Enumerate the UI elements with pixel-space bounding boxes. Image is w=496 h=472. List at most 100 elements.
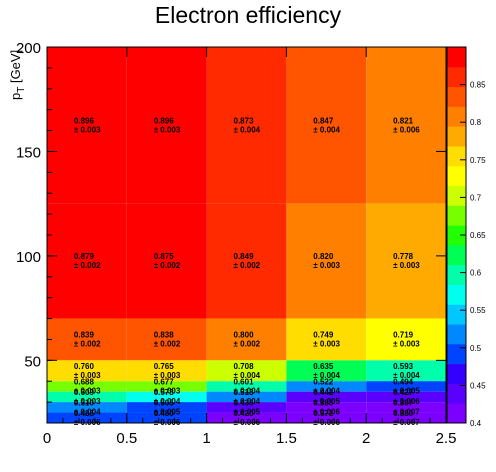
cell-value-label: 0.385 [313,398,334,407]
heatmap-cell [206,203,287,319]
cell-error-label: ± 0.004 [393,371,420,380]
colorbar-swatch [447,86,466,107]
cell-value-label: 0.436 [234,398,255,407]
cell-value-label: 0.800 [234,330,255,339]
colorbar-swatch [447,106,466,127]
colorbar-swatch [447,343,466,365]
cell-error-label: ± 0.006 [313,407,340,416]
cell-value-label: 0.510 [74,398,95,407]
heatmap-cell [126,203,207,319]
cell-value-label: 0.708 [234,362,255,371]
heatmap-cell [286,391,367,403]
cell-value-label: 0.760 [74,362,95,371]
heatmap-cell [366,381,446,392]
y-tick-label: 200 [16,40,41,57]
x-tick-label: 0 [43,430,51,447]
cell-value-label: 0.442 [313,388,334,397]
colorbar-tick-label: 0.8 [470,118,482,127]
colorbar-swatch [447,47,466,68]
heatmap-cell [47,203,127,319]
cell-error-label: ± 0.002 [154,261,181,270]
colorbar-tick-label: 0.75 [470,156,486,165]
x-tick-label: 1.5 [276,430,297,447]
heatmap-cell [286,412,367,423]
cell-error-label: ± 0.004 [313,125,340,134]
heatmap-cell [126,402,207,413]
cell-value-label: 0.480 [154,409,175,418]
cell-error-label: ± 0.003 [74,386,101,395]
cell-value-label: 0.847 [313,116,334,125]
cell-error-label: ± 0.007 [393,418,420,427]
chart-title: Electron efficiency [154,2,342,28]
cell-error-label: ± 0.003 [313,261,340,270]
heatmap-cell [366,47,446,204]
x-tick-label: 0.5 [116,430,137,447]
heatmap-cell [286,360,367,382]
colorbar-tick-label: 0.55 [470,306,486,315]
colorbar-swatch [447,66,466,88]
colorbar-swatch [447,264,466,285]
cell-value-label: 0.838 [154,330,175,339]
colorbar-swatch [447,225,466,246]
colorbar-tick-label: 0.45 [470,381,486,390]
heatmap-cell [126,360,207,382]
colorbar-swatch [447,205,466,226]
colorbar-swatch [447,145,466,167]
heatmap-cell [47,360,127,382]
cell-value-label: 0.875 [154,252,175,261]
x-tick-label: 2.5 [436,430,457,447]
cell-error-label: ± 0.006 [313,418,340,427]
cell-error-label: ± 0.004 [154,397,181,406]
heatmap-cell [366,203,446,319]
colorbar-tick-label: 0.5 [470,344,482,353]
heatmap-cell [286,47,367,204]
cell-error-label: ± 0.004 [234,397,261,406]
heatmap-cell [366,402,446,413]
cell-error-label: ± 0.006 [393,397,420,406]
x-tick-label: 1 [202,430,210,447]
heatmap-cell [47,47,127,204]
heatmap-cell [206,360,287,382]
cell-error-label: ± 0.003 [154,371,181,380]
heatmap-cell [206,412,287,423]
heatmap-cell [206,318,287,361]
colorbar-swatch [447,284,466,305]
colorbar-swatch [447,324,466,345]
cell-value-label: 0.372 [313,409,334,418]
cell-error-label: ± 0.003 [74,397,101,406]
heatmap-cell [286,381,367,392]
cell-value-label: 0.505 [154,398,175,407]
y-tick-label: 50 [24,353,41,370]
heatmap-cell [366,412,446,423]
cell-error-label: ± 0.002 [234,339,261,348]
cell-value-label: 0.420 [234,409,255,418]
cell-value-label: 0.896 [74,116,95,125]
colorbar-tick-label: 0.4 [470,419,482,428]
cell-value-label: 0.513 [234,388,255,397]
cell-error-label: ± 0.004 [313,386,340,395]
cell-value-label: 0.397 [393,398,414,407]
cell-value-label: 0.494 [393,377,414,386]
cell-error-label: ± 0.002 [74,261,101,270]
heatmap-cell [126,47,207,204]
cell-value-label: 0.849 [234,252,255,261]
heatmap-cell [206,402,287,413]
heatmap-cell [366,391,446,403]
heatmap-cell [206,381,287,392]
cell-value-label: 0.609 [74,388,95,397]
cell-value-label: 0.485 [74,409,95,418]
cell-value-label: 0.427 [393,388,414,397]
colorbar-swatch [447,403,466,424]
cell-error-label: ± 0.006 [393,125,420,134]
colorbar-swatch [447,244,466,266]
cell-value-label: 0.839 [74,330,95,339]
cell-value-label: 0.749 [313,330,334,339]
heatmap-cell [286,402,367,413]
cell-error-label: ± 0.007 [393,407,420,416]
colorbar-tick-label: 0.7 [470,193,482,202]
cell-error-label: ± 0.005 [234,407,261,416]
heatmap-cell [206,391,287,403]
colorbar-swatch [447,185,466,206]
cell-value-label: 0.719 [393,330,414,339]
